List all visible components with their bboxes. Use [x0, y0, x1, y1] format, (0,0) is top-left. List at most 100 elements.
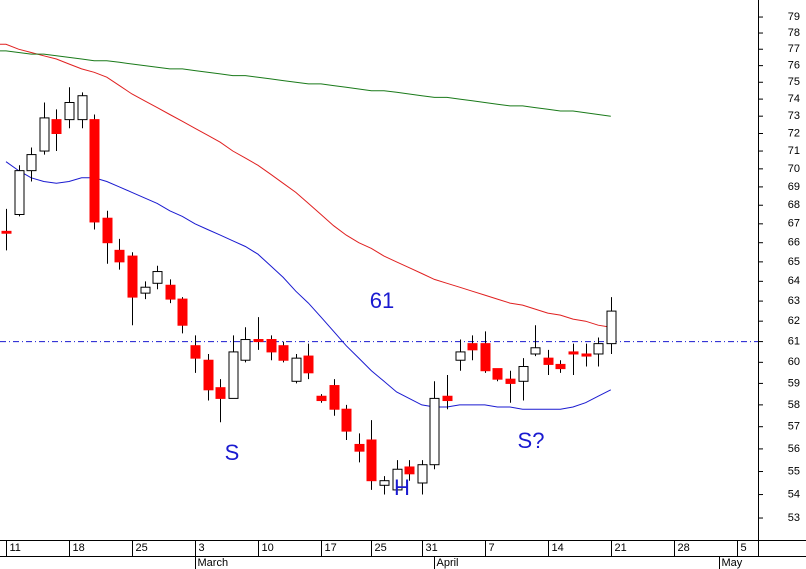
y-tick-label: 75	[788, 76, 800, 88]
candle-body	[568, 351, 579, 355]
y-tick-label: 54	[788, 488, 800, 500]
candle-body	[303, 355, 314, 374]
candle-body	[429, 397, 440, 466]
y-tick-label: 73	[788, 110, 800, 122]
y-tick-label: 56	[788, 443, 800, 455]
y-tick-label: 61	[788, 335, 800, 347]
y-tick-label: 66	[788, 237, 800, 249]
candle-body	[190, 345, 201, 359]
candle-body	[26, 154, 37, 172]
y-tick-label: 63	[788, 295, 800, 307]
candle-body	[417, 464, 428, 484]
y-tick-label: 62	[788, 315, 800, 327]
candle-body	[505, 378, 516, 384]
y-tick-label: 64	[788, 275, 800, 287]
y-tick-label: 77	[788, 43, 800, 55]
candle-body	[89, 119, 100, 223]
moving-average-line	[0, 43, 611, 328]
y-tick-label: 76	[788, 60, 800, 72]
y-tick-label: 65	[788, 256, 800, 268]
y-tick-label: 74	[788, 93, 800, 105]
x-tick-label: 7	[489, 542, 495, 554]
candle-body	[127, 255, 138, 298]
annotation: 61	[370, 288, 394, 313]
candle-body	[203, 359, 214, 391]
annotation: S?	[518, 428, 545, 453]
month-label: April	[437, 557, 459, 569]
candle-body	[1, 230, 12, 234]
x-tick-label: 10	[262, 542, 274, 554]
candle-body	[316, 395, 327, 402]
candle-body	[51, 119, 62, 134]
month-label: May	[722, 557, 743, 569]
candle-body	[581, 353, 592, 357]
candle-body	[266, 339, 277, 353]
y-tick-label: 60	[788, 356, 800, 368]
x-tick-label: 5	[741, 542, 747, 554]
candle-body	[228, 351, 239, 399]
x-tick-label: 3	[199, 542, 205, 554]
candle-body	[77, 95, 88, 121]
annotation: H	[394, 475, 410, 500]
x-tick-label: 21	[615, 542, 627, 554]
y-tick-label: 79	[788, 11, 800, 23]
candle-body	[455, 351, 466, 361]
candle-body	[530, 347, 541, 355]
candle-body	[442, 395, 453, 402]
candle-body	[14, 170, 25, 215]
candle-body	[404, 466, 415, 475]
x-tick-label: 11	[10, 542, 21, 554]
candle-body	[341, 408, 352, 432]
y-tick-label: 55	[788, 465, 800, 477]
candle-body	[354, 443, 365, 452]
candle-body	[278, 345, 289, 361]
y-tick-label: 68	[788, 199, 800, 211]
candle-body	[467, 343, 478, 351]
candle-body	[606, 310, 617, 345]
x-tick-label: 25	[375, 542, 387, 554]
candle-body	[102, 217, 113, 244]
candle-body	[329, 385, 340, 410]
y-tick-label: 69	[788, 181, 800, 193]
y-tick-label: 59	[788, 377, 800, 389]
candle-body	[152, 271, 163, 284]
x-tick-label: 31	[426, 542, 438, 554]
candle-body	[392, 468, 403, 491]
candle-body	[64, 102, 75, 121]
candle-body	[177, 298, 188, 326]
candle-body	[140, 286, 151, 294]
y-tick-label: 78	[788, 27, 800, 39]
x-tick-label: 14	[552, 542, 564, 554]
candle-body	[492, 368, 503, 380]
candle-body	[593, 343, 604, 355]
candle-body	[253, 339, 264, 343]
x-tick-label: 17	[325, 542, 337, 554]
y-tick-label: 58	[788, 399, 800, 411]
candle-body	[165, 284, 176, 300]
candle-body	[555, 363, 566, 370]
candle-body	[291, 357, 302, 382]
candle-body	[518, 366, 529, 382]
y-tick-label: 71	[788, 145, 800, 157]
candle-body	[543, 357, 554, 365]
candle-body	[215, 387, 226, 399]
y-tick-label: 67	[788, 218, 800, 230]
month-label: March	[198, 557, 229, 569]
candle-body	[114, 249, 125, 263]
candle-body	[39, 117, 50, 152]
y-tick-label: 53	[788, 512, 800, 524]
moving-average-line	[0, 50, 611, 117]
annotation: S	[225, 440, 240, 465]
x-tick-label: 25	[136, 542, 148, 554]
candle-body	[366, 439, 377, 482]
candle-body	[240, 339, 251, 361]
y-tick-label: 70	[788, 163, 800, 175]
y-tick-label: 57	[788, 421, 800, 433]
candle-body	[379, 480, 390, 486]
x-tick-label: 18	[73, 542, 85, 554]
candle-body	[480, 343, 491, 372]
y-tick-label: 72	[788, 127, 800, 139]
moving-average-line	[5, 161, 612, 410]
